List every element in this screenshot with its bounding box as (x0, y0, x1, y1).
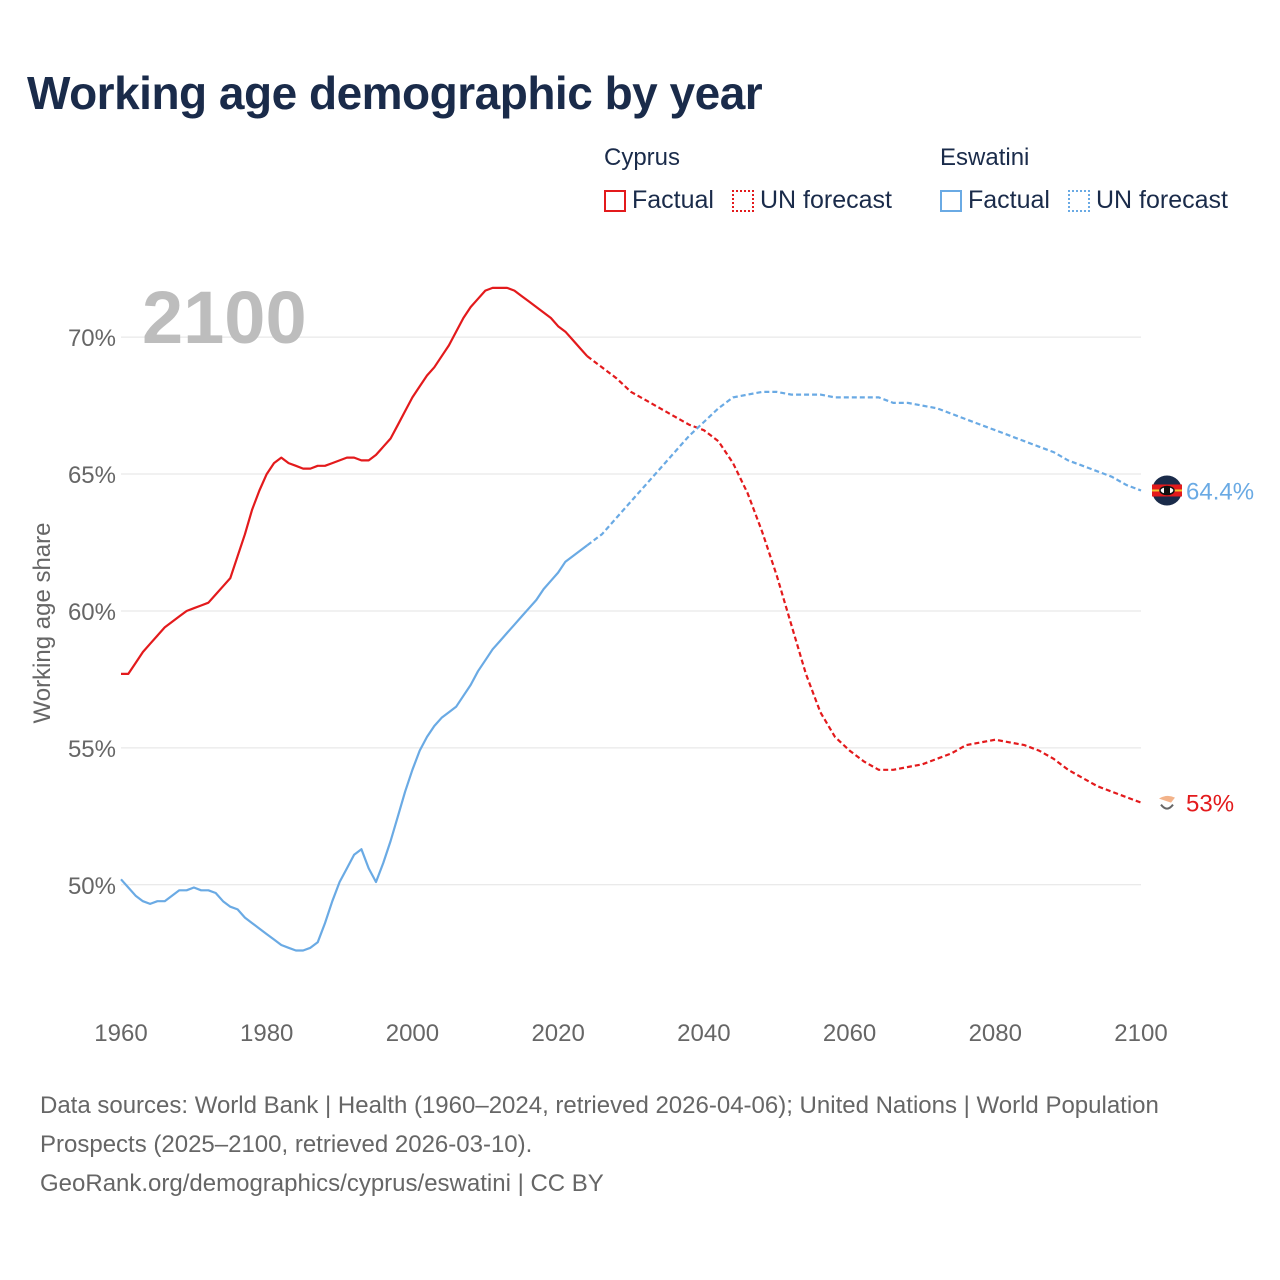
x-tick-label: 2040 (677, 1020, 730, 1047)
legend-label: Factual (632, 186, 714, 214)
page-title: Working age demographic by year (27, 67, 763, 119)
line-chart: 2100 Working age share 50% 55% 60% 65% 70% 19… (29, 276, 1254, 1047)
legend-eswatini-forecast[interactable]: UN forecast (1067, 186, 1228, 215)
eswatini-flag-icon (1152, 475, 1182, 506)
legend-group-name: Eswatini (940, 144, 1030, 171)
y-tick-label: 65% (68, 462, 116, 489)
eswatini-end-value-label: 64.4% (1186, 478, 1254, 505)
legend-eswatini-factual[interactable]: Factual (940, 186, 1050, 215)
data-sources: Data sources: World Bank | Health (1960–… (40, 1086, 1220, 1203)
y-tick-label: 55% (68, 736, 116, 763)
legend-label: UN forecast (1095, 186, 1228, 214)
x-tick-label: 1960 (94, 1020, 147, 1047)
end-markers: 53% 64.4% (1152, 475, 1254, 818)
solid-line-swatch-icon (940, 189, 962, 212)
eswatini-forecast-line (586, 390, 1142, 547)
legend-label: UN forecast (759, 186, 892, 214)
eswatini-factual-line (120, 544, 588, 952)
sources-credit: GeoRank.org/demographics/cyprus/eswatini… (40, 1170, 604, 1197)
x-tick-label: 2060 (823, 1020, 876, 1047)
cyprus-flag-icon (1154, 789, 1180, 816)
x-tick-label: 2080 (969, 1020, 1022, 1047)
gridlines (121, 336, 1141, 886)
legend-cyprus-factual[interactable]: Factual (604, 186, 714, 215)
legend-group-name: Cyprus (604, 144, 681, 171)
cyprus-forecast-line (586, 355, 1142, 804)
year-label: 2100 (142, 276, 307, 359)
legend-cyprus: Cyprus Factual UN forecast (604, 144, 910, 215)
x-tick-label: 2100 (1114, 1020, 1167, 1047)
series-lines (120, 286, 1142, 952)
cyprus-factual-line (121, 286, 589, 675)
x-tick-label: 1980 (240, 1020, 293, 1047)
cyprus-end-value-label: 53% (1186, 791, 1234, 818)
legend-cyprus-forecast[interactable]: UN forecast (731, 186, 892, 215)
legend-eswatini: Eswatini Factual UN forecast (940, 144, 1246, 215)
y-tick-label: 70% (68, 325, 116, 352)
solid-line-swatch-icon (604, 189, 626, 212)
x-tick-label: 2020 (531, 1020, 584, 1047)
y-axis-label: Working age share (29, 523, 56, 724)
x-tick-label: 2000 (386, 1020, 439, 1047)
legend-label: Factual (968, 186, 1050, 214)
y-tick-label: 60% (68, 599, 116, 626)
dotted-line-swatch-icon (1067, 189, 1090, 212)
y-tick-label: 50% (68, 873, 116, 900)
dotted-line-swatch-icon (731, 189, 754, 212)
axis-ticks: 50% 55% 60% 65% 70% 1960 1980 2000 2020 2040 2060 2… (68, 325, 1168, 1047)
sources-line: Data sources: World Bank | Health (1960–… (40, 1092, 1159, 1158)
